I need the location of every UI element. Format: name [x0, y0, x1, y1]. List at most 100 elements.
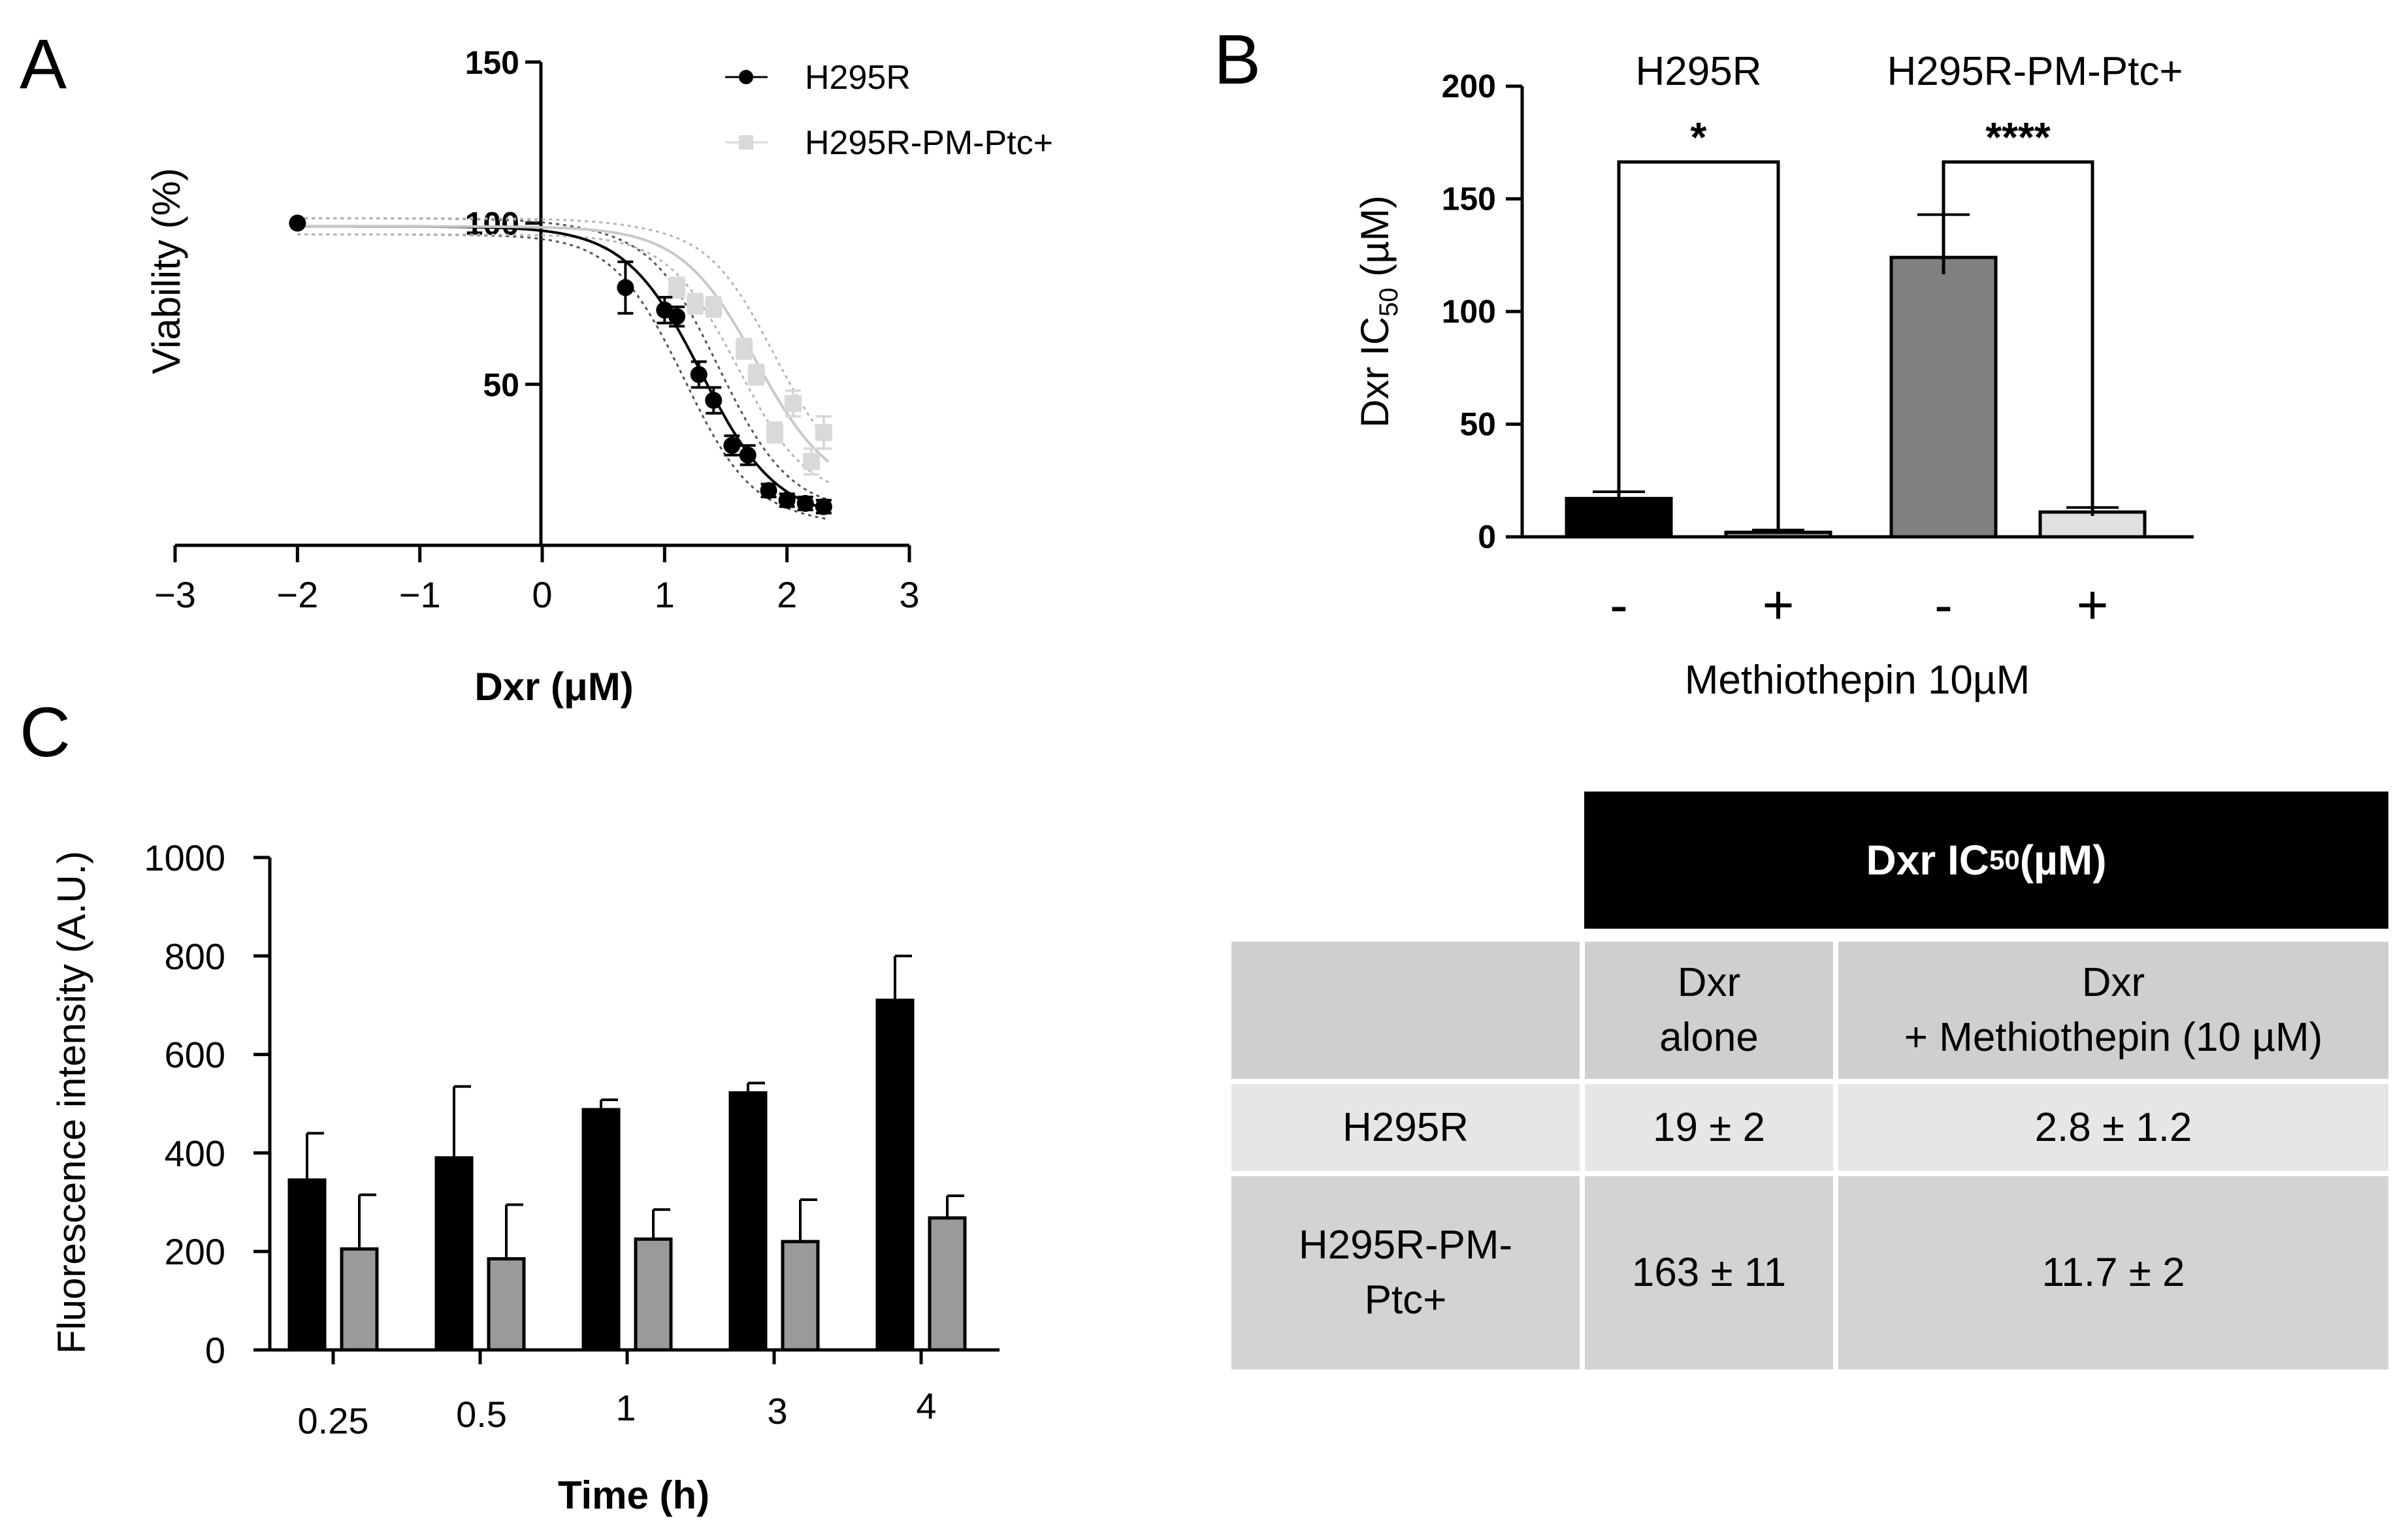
a-ci-upper	[297, 217, 830, 443]
a-point-ptc	[747, 366, 765, 383]
a-point-h295r	[690, 366, 708, 383]
b-bracket-h295r	[1617, 160, 1780, 530]
a-point-h295r	[289, 214, 306, 232]
b-y-tick-label: 200	[1442, 68, 1496, 104]
b-significance: * ****	[1617, 114, 2094, 530]
b-y-tick-label: 50	[1459, 406, 1496, 443]
table-col-header-methiothepin: Dxr + Methiothepin (10 µM)	[1838, 942, 2388, 1079]
b-y-tick-label: 0	[1478, 519, 1496, 555]
a-confidence-bands	[297, 217, 830, 521]
a-fit-curves	[297, 225, 830, 511]
c-category-labels: 0.25 0.5 1 3 4	[298, 1385, 937, 1441]
c-y-tick-label: 600	[165, 1034, 225, 1076]
c-y-tick-label: 200	[165, 1231, 225, 1272]
a-x-axis-label: Dxr (μM)	[474, 665, 633, 709]
a-point-h295r	[705, 392, 723, 409]
c-bar	[340, 1247, 379, 1352]
b-bar	[1565, 496, 1673, 539]
a-fit-curve	[297, 225, 830, 463]
c-y-tick-label: 1000	[144, 837, 225, 878]
a-ticks: −3 −2 −1 0 1 2 3 50 100 150	[154, 44, 920, 615]
c-y-axis-label: Fluorescence intensity (A.U.)	[50, 851, 93, 1354]
b-bar	[1889, 255, 1998, 539]
a-x-tick-label: −2	[276, 574, 318, 615]
b-bar	[1724, 530, 1832, 539]
table-cell-alone: 163 ± 11	[1585, 1176, 1833, 1370]
a-point-h295r	[668, 308, 686, 325]
legend-label-h295r: H295R	[805, 59, 911, 97]
panel-label-b: B	[1214, 20, 1261, 99]
c-category-label: 0.5	[456, 1394, 507, 1435]
c-y-tick-label: 0	[205, 1330, 225, 1371]
panel-label-a: A	[20, 24, 67, 103]
b-category-label: -	[1610, 574, 1628, 635]
b-sig-star-ptc: ****	[1985, 114, 2051, 161]
legend-marker-ptc	[739, 135, 753, 150]
a-x-tick-label: −1	[399, 574, 441, 615]
b-x-axis-label: Methiothepin 10µM	[1685, 658, 2030, 703]
c-category-label: 3	[767, 1390, 787, 1432]
b-y-axis-label: Dxr IC50 (µM)	[1353, 195, 1403, 428]
a-y-tick-label: 150	[465, 44, 519, 81]
a-y-tick-label: 50	[483, 366, 519, 403]
table-row-label: H295R	[1231, 1084, 1580, 1171]
c-ticks: 0 200 400 600 800 1000	[144, 837, 923, 1371]
a-ci-lower	[297, 233, 830, 483]
b-bars	[1565, 213, 2147, 539]
b-category-label: +	[1762, 574, 1794, 635]
a-x-tick-label: −3	[154, 574, 196, 615]
legend-marker-h295r	[739, 70, 753, 84]
a-point-h295r	[760, 482, 777, 500]
table-corner-cell	[1231, 942, 1580, 1079]
table-header-unit: (µM)	[2019, 837, 2107, 884]
table-row-label: H295R-PM- Ptc+	[1231, 1176, 1580, 1370]
a-point-ptc	[736, 340, 753, 358]
a-x-tick-label: 1	[655, 574, 675, 615]
a-point-h295r	[778, 491, 796, 509]
c-bar	[487, 1257, 526, 1352]
panel-label-c: C	[20, 692, 71, 771]
b-category-label: -	[1934, 574, 1953, 635]
c-bar	[634, 1237, 673, 1352]
a-point-ptc	[815, 424, 832, 441]
a-data-points	[289, 214, 832, 515]
b-y-tick-label: 150	[1442, 181, 1496, 217]
c-bar	[434, 1156, 474, 1352]
c-category-label: 0.25	[298, 1400, 369, 1441]
c-y-tick-label: 800	[165, 936, 225, 977]
b-bar	[2038, 510, 2147, 539]
table-header-subscript: 50	[1989, 844, 2020, 875]
c-x-axis-label: Time (h)	[558, 1473, 709, 1517]
b-bracket-ptc	[1942, 160, 2094, 516]
a-point-ptc	[668, 279, 686, 296]
a-point-h295r	[739, 446, 757, 464]
c-bar	[728, 1091, 768, 1352]
b-sig-star-h295r: *	[1691, 114, 1707, 161]
a-point-h295r	[815, 498, 832, 515]
a-point-ptc	[687, 295, 704, 312]
a-point-h295r	[617, 279, 634, 296]
legend-label-ptc: H295R-PM-Ptc+	[805, 124, 1053, 162]
table-col-header-alone: Dxr alone	[1585, 942, 1833, 1079]
table-header: Dxr IC 50 (µM)	[1584, 792, 2388, 929]
a-point-ptc	[705, 298, 723, 315]
b-ticks: 0 50 100 150 200	[1442, 68, 1522, 555]
a-x-tick-label: 0	[532, 574, 552, 615]
panel-c-fluorescence-bar-chart: 0 200 400 600 800 1000 0.25 0.5 1 3 4 Time (h) Fl…	[50, 837, 1000, 1517]
a-x-tick-label: 2	[777, 574, 797, 615]
c-bars	[287, 954, 967, 1352]
b-category-label: +	[2076, 574, 2108, 635]
table-cell-methiothepin: 2.8 ± 1.2	[1838, 1084, 2388, 1171]
c-bar	[928, 1216, 967, 1352]
a-legend: H295R H295R-PM-Ptc+	[725, 59, 1053, 162]
b-y-tick-label: 100	[1442, 293, 1496, 330]
table-cell-alone: 19 ± 2	[1585, 1084, 1833, 1171]
a-x-tick-label: 3	[899, 574, 919, 615]
ic50-table: Dxr IC 50 (µM) Dxr alone Dxr + Methiothep…	[1231, 792, 2388, 1370]
b-category-labels: - + - +	[1610, 574, 2109, 635]
c-category-label: 1	[615, 1387, 636, 1428]
c-category-label: 4	[916, 1385, 936, 1426]
a-point-h295r	[723, 437, 741, 455]
